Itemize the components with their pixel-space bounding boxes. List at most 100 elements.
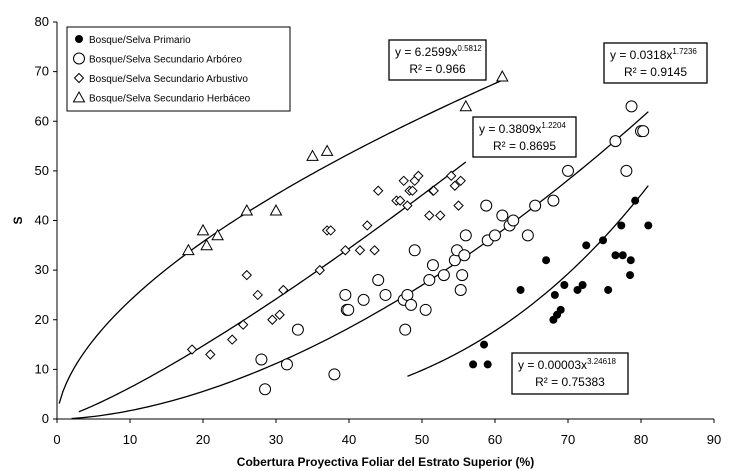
data-point [424,210,435,221]
equation-exponent: 1.2204 [541,121,566,130]
legend-marker [73,72,85,84]
equation-base: y = 6.2599x [395,45,457,59]
equation-base: y = 0.3809x [479,122,541,136]
data-point [617,221,626,230]
data-point [269,204,283,216]
data-point [205,349,216,360]
equation-text: y = 0.0318x1.7236 [610,47,697,62]
data-point [401,288,414,301]
x-axis-title: Cobertura Proyectiva Foliar del Estrato … [237,455,534,469]
equation-frame [603,42,708,84]
data-point [599,236,608,245]
data-point [453,200,464,211]
data-point [469,360,478,369]
data-point [408,244,421,257]
data-point [328,368,341,381]
data-point [459,99,473,112]
data-point [252,289,263,301]
data-point [550,290,559,299]
data-point [186,344,198,355]
data-point [372,274,385,287]
data-point [435,210,446,221]
data-point [423,274,436,287]
data-point [342,303,355,316]
data-point [314,264,326,276]
y-axis-title: S [11,216,25,224]
data-point [449,180,461,191]
y-tick-label: 0 [42,411,49,426]
data-point [495,70,509,82]
data-point [241,269,253,281]
data-point [398,175,409,187]
data-point [455,175,466,187]
equation-text: y = 0.3809x1.2204 [479,121,566,136]
data-point [618,251,627,260]
fit-equations: y = 0.00003x3.24618 R² = 0.75383 y = 0.031… [388,39,708,395]
data-points [182,70,653,396]
legend-entry: Bosque/Selva Primario [89,35,191,46]
data-point [454,283,467,296]
data-point [407,185,418,196]
legend-box [66,26,291,112]
fit-equation-box: y = 0.3809x1.2204 R² = 0.8695 [472,116,577,158]
axes: 0 10 20 30 40 50 60 70 80 0 10 20 30 40 50 60 70 80 90 [35,14,722,447]
data-point [437,269,450,282]
data-point [320,144,334,156]
y-tick-label: 50 [35,163,49,178]
x-tick-label: 30 [269,432,283,447]
data-point [339,288,352,301]
data-point [516,285,525,294]
data-point [426,259,439,272]
data-point [582,241,591,250]
fit-equation-box: y = 0.0318x1.7236 R² = 0.9145 [603,42,708,84]
data-point [267,314,278,325]
y-tick-label: 10 [35,361,49,376]
data-point [369,245,380,256]
data-point [637,125,650,138]
equation-base: y = 0.00003x [518,358,587,372]
data-point [529,199,542,212]
data-point [542,256,551,265]
trend-line [71,111,649,420]
r-squared-text: R² = 0.75383 [535,375,605,389]
data-point [604,285,613,294]
data-point [483,360,492,369]
legend-entry: Bosque/Selva Secundario Herbáceo [89,94,251,105]
x-tick-label: 90 [707,432,721,447]
data-point [560,281,569,290]
legend-marker [72,90,86,103]
data-point [631,196,640,205]
equation-exponent: 1.7236 [672,47,697,56]
x-tick-label: 0 [53,432,60,447]
data-point [274,309,285,320]
data-point [394,195,406,206]
data-point [325,225,336,236]
data-point [459,229,472,242]
data-point [278,284,289,296]
data-point [196,223,210,236]
legend-entry: Bosque/Selva Secundario Arbóreo [89,55,242,66]
data-point [402,200,413,211]
trend-line [58,79,503,404]
data-point [226,334,238,345]
data-point [578,281,587,290]
fit-equation-box: y = 0.00003x3.24618 R² = 0.75383 [511,352,629,395]
legend-marker [75,35,83,43]
data-point [496,209,509,222]
y-tick-label: 60 [35,113,49,128]
trend-lines [58,79,649,420]
data-point [291,323,304,336]
data-point [182,243,195,256]
data-point [626,256,635,265]
data-point [419,303,432,316]
legend: Bosque/Selva Primario Bosque/Selva Secund… [66,26,291,112]
data-point [200,238,213,251]
data-point [609,135,622,148]
data-point [480,199,493,212]
data-point [306,149,319,161]
data-point [399,323,412,336]
x-tick-label: 60 [488,432,502,447]
data-point [445,170,457,182]
data-point [625,100,638,113]
